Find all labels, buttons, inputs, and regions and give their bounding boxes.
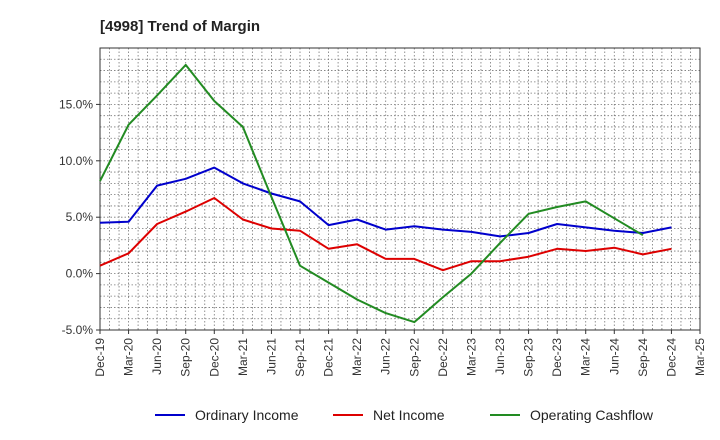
x-tick-label: Mar-25 bbox=[693, 338, 707, 376]
legend: Ordinary Income Net Income Operating Cashf… bbox=[155, 407, 654, 423]
y-tick-label: 10.0% bbox=[59, 154, 93, 168]
x-tick-label: Mar-24 bbox=[579, 338, 593, 376]
x-tick-label: Sep-20 bbox=[179, 338, 193, 377]
x-tick-label: Jun-22 bbox=[379, 338, 393, 375]
x-tick-label: Jun-24 bbox=[607, 338, 621, 375]
y-tick-label: -5.0% bbox=[62, 323, 94, 337]
x-tick-label: Sep-23 bbox=[522, 338, 536, 377]
x-axis: Dec-19 Mar-20 Jun-20 Sep-20 Dec-20 Mar-21 Jun-… bbox=[93, 330, 707, 377]
x-tick-label: Mar-21 bbox=[236, 338, 250, 376]
x-tick-label: Jun-20 bbox=[150, 338, 164, 375]
y-tick-label: 0.0% bbox=[66, 267, 94, 281]
y-tick-label: 5.0% bbox=[66, 210, 94, 224]
x-tick-label: Mar-23 bbox=[464, 338, 478, 376]
x-tick-label: Jun-21 bbox=[264, 338, 278, 375]
x-tick-label: Mar-22 bbox=[350, 338, 364, 376]
x-tick-label: Dec-23 bbox=[550, 338, 564, 377]
y-tick-label: 15.0% bbox=[59, 97, 93, 111]
x-tick-label: Sep-21 bbox=[293, 338, 307, 377]
x-tick-label: Dec-19 bbox=[93, 338, 107, 377]
legend-label: Net Income bbox=[373, 407, 445, 423]
chart-title: [4998] Trend of Margin bbox=[100, 18, 260, 35]
plot-frame bbox=[99, 47, 701, 331]
x-tick-label: Sep-24 bbox=[636, 338, 650, 377]
x-tick-label: Mar-20 bbox=[122, 338, 136, 376]
grid-layer bbox=[100, 48, 700, 330]
legend-label: Ordinary Income bbox=[195, 407, 299, 423]
series-line-ordinary-income bbox=[99, 166, 672, 238]
x-tick-label: Dec-24 bbox=[664, 338, 678, 377]
legend-label: Operating Cashflow bbox=[530, 407, 654, 423]
x-tick-label: Dec-21 bbox=[322, 338, 336, 377]
x-tick-label: Dec-20 bbox=[207, 338, 221, 377]
series-layer bbox=[99, 63, 672, 324]
x-tick-label: Sep-22 bbox=[407, 338, 421, 377]
x-tick-label: Dec-22 bbox=[436, 338, 450, 377]
x-tick-label: Jun-23 bbox=[493, 338, 507, 375]
series-line-net-income bbox=[99, 197, 672, 272]
y-axis: -5.0% 0.0% 5.0% 10.0% 15.0% bbox=[59, 97, 100, 337]
series-line-operating-cashflow bbox=[99, 63, 644, 324]
